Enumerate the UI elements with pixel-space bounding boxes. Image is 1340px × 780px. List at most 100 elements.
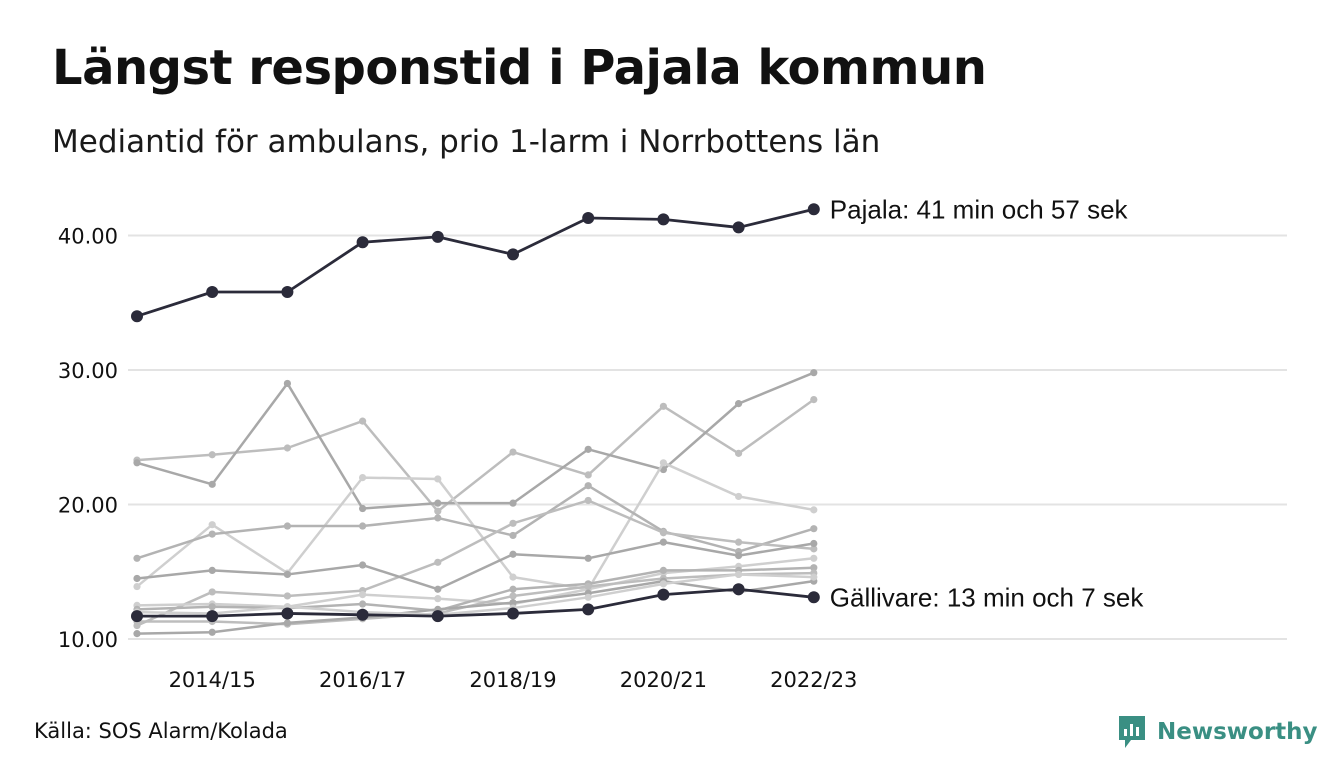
data-point — [131, 610, 143, 623]
data-point — [735, 552, 743, 560]
data-point — [283, 570, 291, 579]
data-point — [208, 566, 216, 575]
series-line — [136, 371, 815, 510]
series-line — [136, 484, 815, 560]
data-point — [810, 554, 818, 562]
data-point — [509, 531, 517, 540]
data-point — [509, 499, 517, 507]
data-point — [584, 482, 592, 490]
context-series-line — [133, 496, 818, 630]
data-point — [507, 248, 519, 261]
chart-subtitle: Mediantid för ambulans, prio 1-larm i No… — [52, 124, 881, 160]
data-point — [133, 554, 141, 562]
data-point — [434, 499, 442, 507]
series-line — [137, 587, 814, 618]
data-point — [434, 558, 442, 566]
data-point — [208, 628, 216, 636]
data-point — [131, 310, 143, 323]
data-point — [283, 592, 291, 600]
x-tick-label: 2016/17 — [319, 668, 406, 692]
data-point — [359, 561, 367, 569]
data-point — [735, 570, 743, 579]
data-point — [434, 514, 442, 522]
series-annotations: Pajala: 41 min och 57 sek Gällivare: 13 m… — [830, 194, 1145, 612]
context-series-line — [133, 369, 818, 513]
data-point — [810, 369, 818, 377]
data-point — [735, 449, 743, 457]
data-point — [356, 236, 369, 249]
data-point — [659, 580, 668, 588]
y-tick-label: 30.00 — [58, 359, 118, 383]
data-point — [810, 539, 818, 548]
context-series — [133, 369, 818, 638]
y-tick-label: 20.00 — [58, 494, 118, 518]
data-point — [133, 459, 141, 467]
data-point — [810, 395, 818, 404]
x-tick-label: 2018/19 — [469, 668, 556, 692]
newsworthy-icon — [1119, 716, 1145, 748]
data-point — [584, 554, 592, 562]
data-point — [509, 550, 517, 558]
x-tick-label: 2014/15 — [169, 668, 256, 692]
data-point — [732, 583, 745, 596]
series-line — [136, 579, 814, 635]
data-point — [659, 538, 668, 546]
series-line — [137, 571, 814, 626]
data-point — [359, 474, 367, 482]
data-point — [509, 599, 517, 607]
data-point — [584, 471, 592, 479]
data-point — [810, 573, 818, 581]
highlight-series-gällivare — [131, 583, 820, 623]
data-point — [807, 591, 820, 604]
data-point — [431, 230, 444, 243]
data-point — [359, 591, 367, 599]
y-tick-label: 10.00 — [58, 628, 118, 652]
x-axis-labels: 2014/15 2016/17 2018/19 2020/21 2022/23 — [169, 668, 858, 692]
brand-logo[interactable]: Newsworthy — [1117, 714, 1318, 750]
data-point — [356, 608, 369, 621]
data-point — [359, 522, 367, 530]
data-point — [208, 588, 216, 596]
data-point — [810, 545, 818, 553]
series-annotation: Pajala: 41 min och 57 sek — [830, 194, 1129, 224]
data-point — [283, 522, 291, 530]
data-point — [133, 574, 141, 583]
data-point — [283, 379, 291, 388]
data-point — [509, 519, 517, 527]
series-line — [136, 398, 815, 513]
series-line — [136, 499, 814, 627]
data-point — [283, 619, 291, 627]
data-point — [283, 444, 291, 452]
series-line — [136, 573, 814, 617]
data-point — [735, 400, 743, 408]
data-point — [509, 592, 517, 600]
data-point — [208, 521, 216, 529]
context-series-line — [133, 482, 818, 562]
source-note: Källa: SOS Alarm/Kolada — [34, 719, 288, 743]
data-point — [206, 285, 219, 298]
data-point — [509, 585, 517, 593]
data-point — [509, 573, 517, 581]
y-tick-label: 40.00 — [58, 225, 118, 249]
data-point — [584, 593, 592, 601]
data-point — [434, 475, 442, 483]
data-point — [659, 459, 668, 467]
data-point — [509, 448, 517, 456]
data-point — [735, 538, 743, 546]
data-point — [281, 285, 294, 298]
data-point — [208, 530, 216, 538]
data-point — [807, 203, 820, 216]
data-point — [206, 610, 219, 623]
data-point — [359, 600, 367, 608]
highlighted-series — [131, 203, 820, 623]
data-point — [584, 496, 592, 505]
data-point — [281, 607, 294, 620]
data-point — [208, 451, 216, 459]
data-point — [208, 603, 216, 611]
context-series-line — [133, 538, 818, 593]
y-axis-labels: 10.00 20.00 30.00 40.00 — [58, 225, 118, 653]
data-point — [584, 582, 592, 591]
data-point — [810, 525, 818, 533]
series-line — [136, 566, 814, 613]
